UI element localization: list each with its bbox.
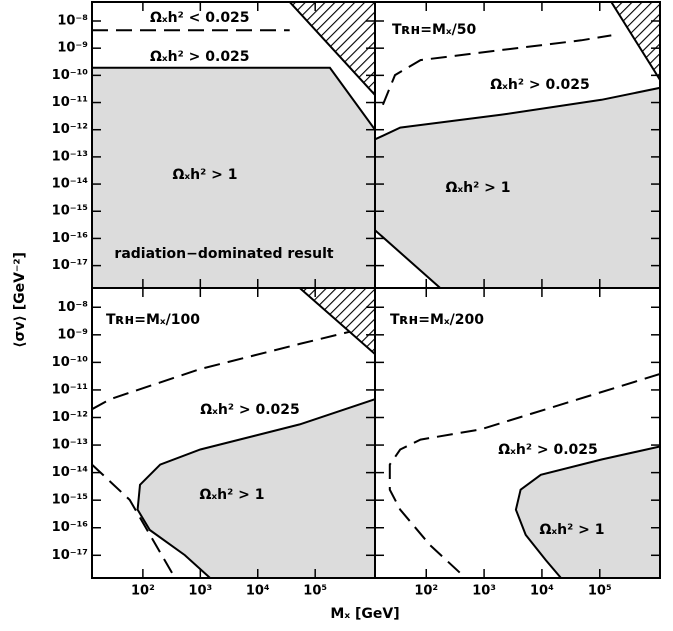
annotation: Ωₓh² > 1 xyxy=(173,167,238,183)
panel xyxy=(388,373,660,578)
y-tick-label: 10⁻¹³ xyxy=(52,438,88,453)
panel-frame xyxy=(374,287,661,579)
y-tick-label: 10⁻¹¹ xyxy=(52,95,88,110)
panel xyxy=(92,288,375,578)
shaded-region xyxy=(136,398,375,578)
y-tick-label: 10⁻¹⁶ xyxy=(52,231,89,246)
annotation: Ωₓh² > 0.025 xyxy=(498,442,598,458)
y-tick-label: 10⁻⁸ xyxy=(57,13,88,28)
y-tick-label: 10⁻¹⁷ xyxy=(52,258,88,273)
y-tick-label: 10⁻⁸ xyxy=(57,300,88,315)
x-tick-label: 10³ xyxy=(472,584,496,599)
annotation: Ωₓh² > 1 xyxy=(446,180,511,196)
y-tick-label: 10⁻¹³ xyxy=(52,149,88,164)
y-tick-label: 10⁻¹⁰ xyxy=(52,68,89,83)
y-tick-label: 10⁻¹⁷ xyxy=(52,548,88,563)
annotation: Ωₓh² < 0.025 xyxy=(150,10,250,26)
hatched-region xyxy=(610,2,660,82)
dashed-curve xyxy=(381,34,612,106)
x-tick-label: 10² xyxy=(414,584,438,599)
x-tick-label: 10⁴ xyxy=(530,584,554,599)
annotation: radiation−dominated result xyxy=(114,246,333,262)
y-tick-label: 10⁻¹⁶ xyxy=(52,520,89,535)
y-tick-label: 10⁻¹⁴ xyxy=(52,465,89,480)
annotation: Tʀʜ=Mₓ/200 xyxy=(390,312,484,328)
panel xyxy=(92,2,375,288)
x-tick-label: 10³ xyxy=(188,584,212,599)
hatched-region xyxy=(298,288,375,356)
y-tick-label: 10⁻¹² xyxy=(52,122,88,137)
y-tick-label: 10⁻¹⁰ xyxy=(52,355,89,370)
annotation: Ωₓh² > 1 xyxy=(540,522,605,538)
y-tick-label: 10⁻¹¹ xyxy=(52,382,88,397)
hatched-region xyxy=(288,2,375,97)
dashed-curve xyxy=(92,330,350,578)
annotation: Tʀʜ=Mₓ/50 xyxy=(392,22,477,38)
annotation: Ωₓh² > 1 xyxy=(200,487,265,503)
y-axis-label: ⟨σv⟩ [GeV⁻²] xyxy=(12,252,28,348)
x-tick-label: 10² xyxy=(131,584,155,599)
panel xyxy=(375,2,660,288)
x-tick-label: 10⁵ xyxy=(303,584,327,599)
annotation: Tʀʜ=Mₓ/100 xyxy=(106,312,200,328)
y-tick-label: 10⁻¹⁵ xyxy=(52,204,88,219)
shaded-region xyxy=(375,86,660,288)
y-tick-label: 10⁻⁹ xyxy=(57,327,88,342)
x-tick-label: 10⁵ xyxy=(588,584,612,599)
x-tick-label: 10⁴ xyxy=(246,584,270,599)
shaded-region xyxy=(514,445,660,578)
shaded-region xyxy=(92,66,375,288)
annotation: Ωₓh² > 0.025 xyxy=(200,402,300,418)
annotation: Ωₓh² > 0.025 xyxy=(150,49,250,65)
dashed-curve xyxy=(388,373,660,578)
y-tick-label: 10⁻¹⁴ xyxy=(52,177,89,192)
y-tick-label: 10⁻¹² xyxy=(52,410,88,425)
x-axis-label: Mₓ [GeV] xyxy=(330,606,399,622)
y-tick-label: 10⁻¹⁵ xyxy=(52,493,88,508)
annotation: Ωₓh² > 0.025 xyxy=(490,77,590,93)
y-tick-label: 10⁻⁹ xyxy=(57,41,88,56)
